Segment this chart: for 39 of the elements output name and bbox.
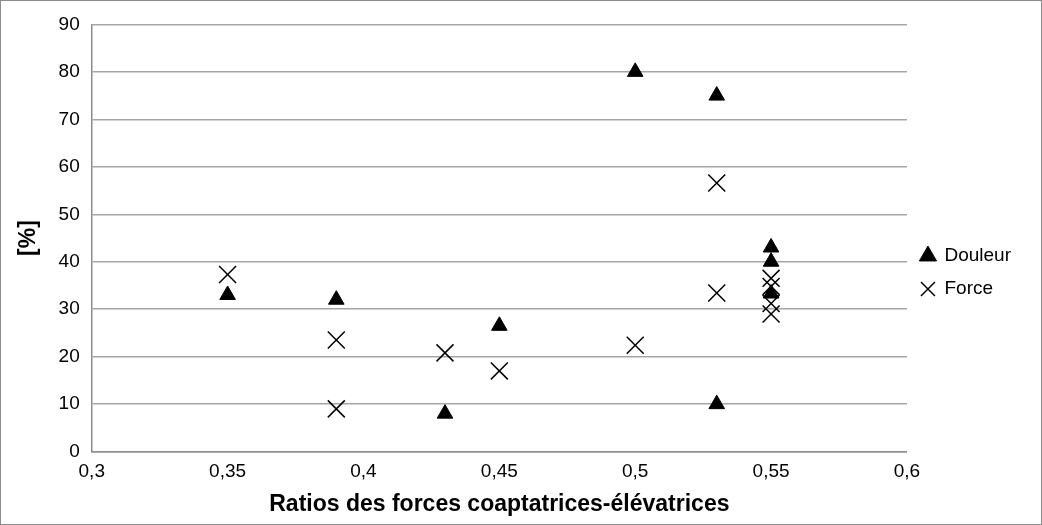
y-tick-label: 0	[69, 439, 80, 461]
point	[708, 86, 726, 101]
point	[762, 284, 780, 299]
y-tick-label: 30	[58, 297, 80, 319]
point	[435, 343, 455, 363]
y-tick-label: 90	[58, 12, 80, 34]
x-tick-label: 0,45	[480, 460, 518, 482]
point	[707, 283, 726, 303]
point	[626, 62, 644, 77]
y-axis-title: [%]	[14, 220, 41, 256]
point	[762, 237, 780, 253]
point	[491, 316, 508, 331]
x-axis-title: Ratios des forces coaptatrices-élévatrices	[269, 489, 730, 516]
y-tick-label: 40	[58, 249, 80, 271]
point	[218, 265, 237, 284]
legend-label: Douleur	[944, 244, 1012, 266]
y-tick-label: 10	[58, 392, 80, 414]
point	[761, 269, 781, 288]
point	[327, 399, 346, 419]
legend-label: Force	[944, 277, 994, 299]
point	[761, 304, 781, 324]
point	[327, 330, 346, 350]
x-tick-label: 0,4	[350, 460, 378, 482]
point	[625, 336, 645, 355]
x-tick-label: 0,55	[752, 460, 790, 482]
point	[490, 361, 509, 381]
point	[707, 173, 726, 193]
x-tick-label: 0,3	[78, 460, 105, 482]
y-tick-label: 70	[58, 107, 80, 129]
x-tick-label: 0,5	[622, 460, 649, 482]
point	[762, 252, 780, 267]
y-tick-label: 60	[58, 155, 80, 177]
y-tick-label: 80	[58, 60, 80, 82]
x-tick-label: 0,35	[209, 460, 247, 482]
y-tick-label: 50	[58, 202, 80, 224]
point	[328, 290, 345, 305]
y-tick-label: 20	[58, 344, 80, 366]
x-tick-label: 0,6	[893, 460, 921, 482]
point	[219, 285, 236, 300]
